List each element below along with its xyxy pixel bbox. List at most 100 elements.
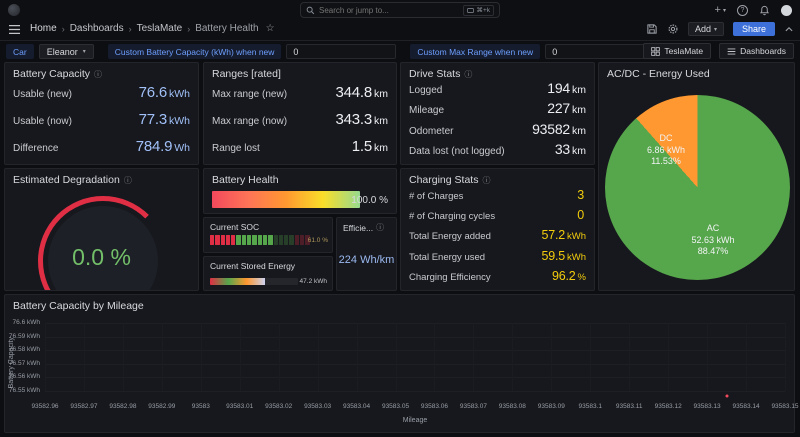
data-point (725, 394, 729, 398)
stored-energy-bar (210, 278, 298, 285)
breadcrumb-separator: › (128, 23, 132, 34)
panel-title[interactable]: Battery Health (212, 174, 279, 186)
stat-row: Data lost (not logged) 33 km (409, 140, 586, 157)
custom-range-label: Custom Max Range when new (410, 44, 541, 59)
breadcrumb-dashboards[interactable]: Dashboards (69, 23, 124, 34)
stored-energy-value: 47.2 kWh (299, 278, 327, 285)
stat-row: Usable (new) 76.6 kWh (13, 83, 190, 101)
nav-actions-top: + ▾ ? (715, 2, 792, 18)
search-icon (306, 6, 315, 14)
stat-row: Range lost 1.5 km (212, 137, 388, 155)
soc-value: 61.0 % (307, 237, 328, 244)
list-icon (727, 47, 736, 55)
save-dashboard-icon[interactable] (646, 23, 658, 35)
custom-capacity-label: Custom Battery Capacity (kWh) when new (107, 44, 282, 59)
stat-value: 343.3 km (335, 110, 388, 128)
stat-row: Charging Efficiency 96.2% (409, 268, 586, 283)
stat-value: 96.2% (552, 268, 586, 283)
panel-capacity-by-mileage: Battery Capacity by Mileage Battery Capa… (4, 294, 799, 433)
panel-title[interactable]: Battery Capacity by Mileage (13, 300, 144, 312)
add-button[interactable]: Add ▾ (687, 22, 724, 36)
stat-value: 93582 km (532, 120, 586, 137)
panel-drive-stats: Drive Stats ⓘ Logged 194 km Mileage 227 km Od… (400, 62, 595, 165)
new-item-button[interactable]: + ▾ (714, 3, 726, 16)
breadcrumb-home[interactable]: Home (30, 23, 57, 34)
info-icon[interactable]: ⓘ (464, 69, 473, 79)
stat-row: Difference 784.9 Wh (13, 137, 190, 155)
grid-icon (651, 46, 661, 56)
notifications-bell-icon[interactable] (759, 5, 770, 16)
favorite-star-icon[interactable]: ☆ (265, 23, 275, 34)
dashboard-links: TeslaMate Dashboards (643, 43, 794, 59)
breadcrumb-separator: › (187, 23, 191, 34)
user-avatar[interactable] (781, 4, 792, 16)
top-navigation: ⌘+k +▾ ? Home › Dashboards › TeslaMate ›… (0, 0, 800, 41)
pie-slice-label-dc: DC 6.86 kWh 11.53% (646, 133, 686, 167)
panel-title[interactable]: AC/DC - Energy Used (607, 68, 710, 80)
teslamate-link-button[interactable]: TeslaMate (643, 43, 712, 59)
info-icon[interactable]: ⓘ (482, 175, 491, 185)
stat-row: Odometer 93582 km (409, 120, 586, 137)
stat-value: 76.6 kWh (138, 83, 190, 101)
collapse-chevron-up-icon[interactable] (784, 25, 794, 33)
y-axis-ticks: 76.6 kWh 76.59 kWh 76.58 kWh 76.57 kWh 76.56… (8, 319, 40, 394)
help-icon[interactable]: ? (737, 4, 748, 16)
custom-capacity-input[interactable] (286, 44, 397, 59)
dashboard-settings-gear-icon[interactable] (667, 23, 679, 35)
panel-title[interactable]: Charging Stats ⓘ (409, 174, 491, 186)
stat-value: 227 km (547, 100, 586, 117)
breadcrumb-separator: › (61, 23, 65, 34)
stat-row: Total Energy used 59.5 kWh (409, 248, 586, 263)
search-box[interactable]: ⌘+k (300, 2, 500, 18)
custom-range-input[interactable] (545, 44, 656, 59)
car-variable-label: Car (6, 44, 34, 59)
info-icon[interactable]: ⓘ (376, 223, 385, 232)
stat-value: 784.9 Wh (135, 137, 190, 155)
search-shortcut-badge: ⌘+k (463, 4, 494, 16)
mileage-plot: 93582.96 93582.97 93582.98 93582.99 93583 935… (31, 321, 799, 425)
stat-row: Total Energy added 57.2 kWh (409, 228, 586, 243)
panel-current-stored-energy: Current Stored Energy 47.2 kWh (203, 256, 333, 291)
stat-row: Max range (now) 343.3 km (212, 110, 388, 128)
stat-row: Usable (now) 77.3 kWh (13, 110, 190, 128)
stat-row: Logged 194 km (409, 80, 586, 97)
panel-current-soc: Current SOC 61.0 % (203, 217, 333, 253)
menu-hamburger-icon[interactable] (8, 24, 21, 35)
share-button[interactable]: Share (732, 22, 775, 36)
stat-value: 33 km (554, 140, 586, 157)
panel-title[interactable]: Battery Capacity ⓘ (13, 68, 103, 80)
dashboard-variables: Car Eleanor ▾ Custom Battery Capacity (kW… (6, 44, 656, 59)
info-icon[interactable]: ⓘ (123, 175, 132, 185)
stat-value: 3 (577, 188, 584, 203)
info-icon[interactable]: ⓘ (94, 69, 103, 79)
x-axis-label: Mileage (402, 417, 428, 424)
stat-value: 77.3 kWh (138, 110, 190, 128)
panel-title[interactable]: Drive Stats ⓘ (409, 68, 473, 80)
panel-battery-health: Battery Health 100.0 % (203, 168, 397, 214)
panel-title[interactable]: Current SOC (210, 222, 260, 232)
panel-title[interactable]: Estimated Degradation ⓘ (13, 174, 132, 186)
breadcrumb-current-page: Battery Health (195, 23, 259, 34)
panel-title[interactable]: Current Stored Energy (210, 261, 296, 271)
search-input[interactable] (319, 5, 460, 15)
car-variable-select[interactable]: Eleanor ▾ (38, 44, 94, 59)
acdc-pie-chart (605, 95, 790, 280)
stat-value: 57.2 kWh (541, 228, 586, 243)
panel-title[interactable]: Ranges [rated] (212, 68, 281, 80)
dashboards-link-button[interactable]: Dashboards (719, 43, 794, 59)
stat-value: 194 km (547, 80, 586, 97)
stat-row: Mileage 227 km (409, 100, 586, 117)
stat-value: 1.5 km (351, 137, 388, 155)
degradation-gauge-arc (38, 196, 168, 290)
panel-battery-capacity: Battery Capacity ⓘ Usable (new) 76.6 kWh Us… (4, 62, 199, 165)
breadcrumb-teslamate[interactable]: TeslaMate (136, 23, 183, 34)
stat-value: 344.8 km (335, 83, 388, 101)
grafana-logo-icon[interactable] (8, 4, 20, 16)
stat-value: 0 (577, 208, 584, 223)
nav-row-breadcrumb: Home › Dashboards › TeslaMate › Battery … (0, 20, 800, 41)
panel-title[interactable]: Efficie... ⓘ (343, 222, 385, 233)
dashboard-actions: Add ▾ Share (646, 22, 794, 36)
keyboard-icon (467, 7, 475, 13)
panel-ranges: Ranges [rated] Max range (new) 344.8 km Ma… (203, 62, 397, 165)
